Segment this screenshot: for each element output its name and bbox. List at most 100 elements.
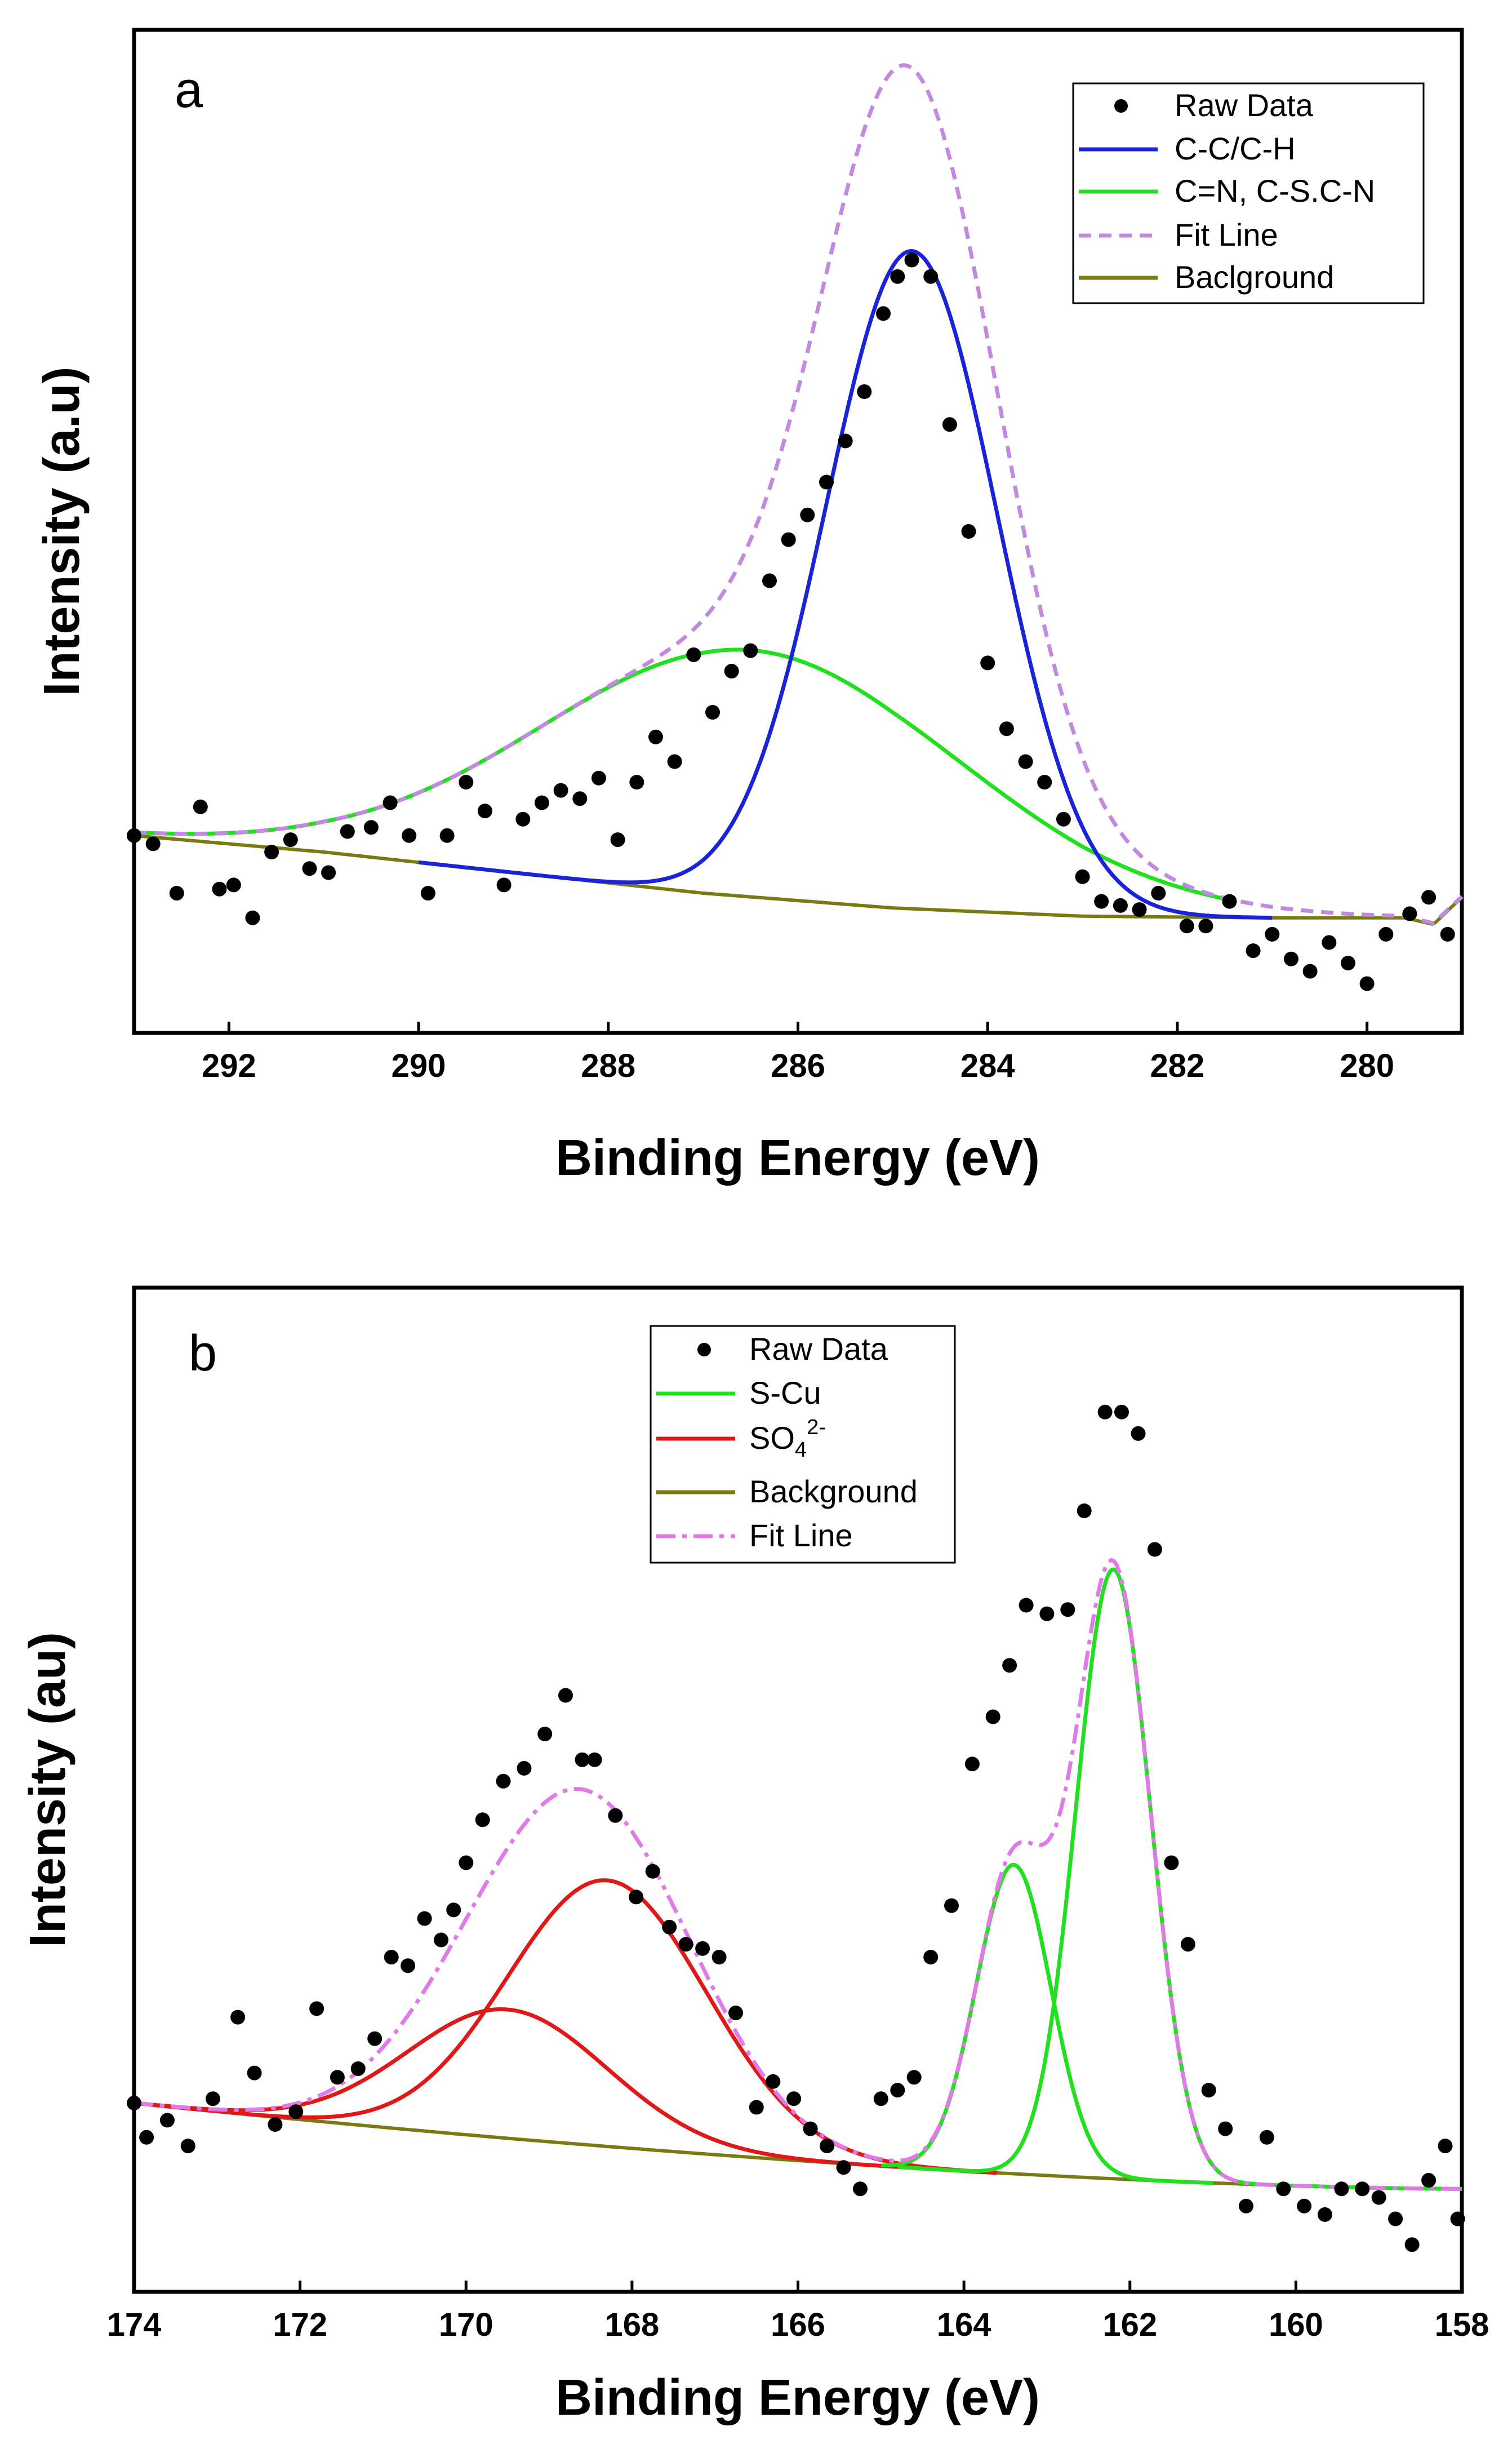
raw-data-point xyxy=(961,524,976,539)
panel-a-letter: a xyxy=(175,62,203,118)
raw-data-point xyxy=(384,1950,399,1964)
panel-a-cn-csc-n-component xyxy=(134,647,1225,901)
raw-data-point xyxy=(402,828,417,843)
raw-data-point xyxy=(923,1950,939,1964)
legend-so4-label: SO42- xyxy=(749,1416,826,1462)
raw-data-point xyxy=(999,721,1014,737)
raw-data-point xyxy=(575,1752,590,1767)
raw-data-point xyxy=(1265,926,1280,942)
panel-b-letter: b xyxy=(189,1325,217,1382)
raw-data-point xyxy=(762,573,777,588)
raw-data-point xyxy=(803,2121,818,2136)
raw-data-point xyxy=(1060,1602,1075,1617)
legend-fit-label: Fit Line xyxy=(749,1518,853,1553)
panel-a-cc-ch-component xyxy=(418,249,1273,920)
raw-data-point xyxy=(283,832,298,848)
raw-data-point xyxy=(383,795,398,810)
raw-data-point xyxy=(1037,775,1052,789)
raw-data-point xyxy=(534,795,549,810)
raw-data-point xyxy=(1421,890,1437,905)
panel-a-legend: Raw Data C-C/C-H C=N, C-S.C-N Fit Line B… xyxy=(1072,82,1425,304)
raw-data-point xyxy=(169,886,184,901)
raw-data-point xyxy=(439,828,455,843)
raw-data-point xyxy=(678,1937,693,1952)
x-tick-label: 290 xyxy=(392,1048,446,1084)
raw-data-point xyxy=(743,643,758,658)
raw-data-point xyxy=(1404,2237,1420,2252)
raw-data-point xyxy=(459,775,474,789)
fit-line xyxy=(134,63,1464,925)
raw-data-point xyxy=(1018,754,1033,769)
raw-data-point xyxy=(591,770,606,786)
panel-b-x-axis-title: Binding Energy (eV) xyxy=(555,2370,1040,2426)
raw-data-point xyxy=(836,2160,851,2175)
raw-data-point xyxy=(1056,811,1071,827)
panel-b: b 174 172 170 168 166 164 162 160 158 Binding En… xyxy=(20,1285,1489,2426)
x-tick-label: 166 xyxy=(771,2307,825,2343)
raw-data-point xyxy=(193,799,208,814)
raw-data-point xyxy=(1201,2083,1216,2098)
x-tick-label: 172 xyxy=(273,2307,327,2343)
raw-data-point xyxy=(558,1688,573,1703)
raw-data-point xyxy=(766,2074,781,2089)
raw-data-point xyxy=(420,886,435,901)
raw-data-point xyxy=(629,775,644,789)
raw-data-point xyxy=(786,2091,802,2106)
x-tick-label: 292 xyxy=(202,1048,256,1084)
panel-a-x-axis-title: Binding Energy (eV) xyxy=(555,1130,1040,1186)
raw-data-point xyxy=(226,877,241,893)
raw-data-point xyxy=(1094,894,1109,909)
legend-raw-data-label: Raw Data xyxy=(1175,87,1314,123)
panel-b-legend: Raw Data S-Cu SO42- Background Fit Line xyxy=(650,1325,956,1564)
raw-data-point xyxy=(401,1958,416,1973)
raw-data-point xyxy=(321,865,336,880)
raw-data-point xyxy=(587,1752,602,1767)
raw-data-point xyxy=(1359,976,1375,991)
raw-data-point xyxy=(1302,964,1318,979)
raw-data-point xyxy=(572,791,588,806)
raw-data-point xyxy=(1297,2198,1312,2214)
raw-data-point xyxy=(728,2006,743,2020)
raw-data-point xyxy=(890,2083,905,2098)
raw-data-point xyxy=(1421,2173,1437,2188)
x-tick-label: 168 xyxy=(604,2307,659,2343)
raw-data-point xyxy=(1317,2207,1332,2222)
raw-data-point xyxy=(819,474,834,490)
x-tick-label: 170 xyxy=(439,2307,493,2343)
raw-data-point xyxy=(553,783,568,798)
raw-data-point xyxy=(820,2139,835,2154)
raw-data-point xyxy=(367,2031,383,2046)
x-tick-label: 164 xyxy=(937,2307,991,2343)
raw-data-point xyxy=(876,306,891,321)
raw-data-point xyxy=(686,647,701,662)
x-tick-label: 288 xyxy=(581,1048,635,1084)
raw-data-point xyxy=(340,824,355,839)
legend-raw-data-marker xyxy=(1114,99,1128,113)
raw-data-point xyxy=(1388,2211,1403,2226)
raw-data-point xyxy=(159,2113,175,2128)
raw-data-point xyxy=(853,2181,868,2197)
raw-data-point xyxy=(906,2070,922,2085)
raw-data-point xyxy=(1131,1426,1146,1441)
raw-data-point xyxy=(645,1864,660,1879)
raw-data-point xyxy=(247,2065,262,2081)
panel-a: a 292 290 288 286 284 282 280 Binding Energy (… xyxy=(34,28,1464,1186)
raw-data-point xyxy=(1438,2139,1453,2154)
raw-data-point xyxy=(205,2091,220,2106)
raw-data-point xyxy=(1075,869,1090,884)
raw-data-point xyxy=(904,252,919,268)
legend-raw-data-marker xyxy=(697,1343,711,1356)
raw-data-point xyxy=(245,910,260,925)
raw-data-point xyxy=(1284,951,1298,966)
so4-component-line xyxy=(134,2007,998,2175)
raw-data-point xyxy=(629,1889,644,1905)
raw-data-point xyxy=(1371,2190,1386,2205)
raw-data-point xyxy=(610,832,625,848)
raw-data-point xyxy=(1222,894,1237,909)
raw-data-point xyxy=(127,2095,141,2110)
panel-b-raw-data-series xyxy=(127,1404,1465,2252)
raw-data-point xyxy=(1322,935,1337,950)
raw-data-point xyxy=(1239,2198,1253,2214)
raw-data-point xyxy=(800,507,815,522)
